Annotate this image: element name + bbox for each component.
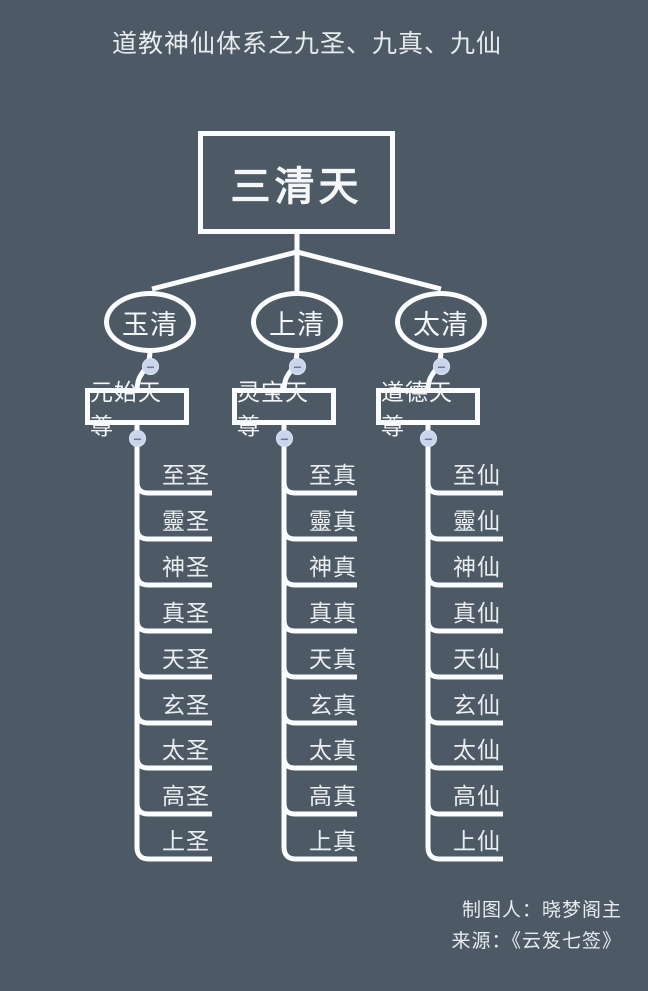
rank-node[interactable]: 靈仙 xyxy=(453,508,501,534)
rank-node[interactable]: 天真 xyxy=(309,646,357,672)
heaven-node-taiqing[interactable]: 太清 xyxy=(395,291,487,353)
rank-node[interactable]: 高圣 xyxy=(162,783,210,809)
credits-source: 来源：《云笈七签》 xyxy=(451,931,622,952)
rank-node[interactable]: 神仙 xyxy=(453,554,501,580)
root-node-sanqingtian[interactable]: 三清天 xyxy=(198,131,395,234)
rank-node[interactable]: 上真 xyxy=(309,828,357,854)
connector-ranks-2 xyxy=(281,425,357,862)
rank-node[interactable]: 真真 xyxy=(309,600,357,626)
rank-node[interactable]: 至仙 xyxy=(453,462,501,488)
rank-node[interactable]: 靈真 xyxy=(309,508,357,534)
rank-node[interactable]: 上圣 xyxy=(162,828,210,854)
collapse-button-yuanshi[interactable]: − xyxy=(129,430,146,447)
rank-node[interactable]: 靈圣 xyxy=(162,508,210,534)
rank-node[interactable]: 太仙 xyxy=(453,737,501,763)
deity-node-yuanshi[interactable]: 元始天尊 xyxy=(85,379,189,439)
connector-ranks-3 xyxy=(425,425,503,862)
rank-node[interactable]: 高真 xyxy=(309,783,357,809)
rank-node[interactable]: 天仙 xyxy=(453,646,501,672)
collapse-button-daode[interactable]: − xyxy=(420,430,437,447)
rank-node[interactable]: 太圣 xyxy=(162,737,210,763)
collapse-button-yuqing[interactable]: − xyxy=(142,358,159,375)
rank-node[interactable]: 玄圣 xyxy=(162,692,210,718)
collapse-button-taiqing[interactable]: − xyxy=(433,358,450,375)
rank-node[interactable]: 玄仙 xyxy=(453,692,501,718)
credits-author: 制图人：晓梦阁主 xyxy=(461,900,622,921)
heaven-node-yuqing[interactable]: 玉清 xyxy=(104,291,196,353)
minus-icon: − xyxy=(133,430,142,447)
rank-node[interactable]: 天圣 xyxy=(162,646,210,672)
minus-icon: − xyxy=(437,358,446,375)
deity-node-lingbao[interactable]: 灵宝天尊 xyxy=(232,379,336,439)
rank-node[interactable]: 神真 xyxy=(309,554,357,580)
minus-icon: − xyxy=(146,358,155,375)
rank-node[interactable]: 真圣 xyxy=(162,600,210,626)
rank-node[interactable]: 上仙 xyxy=(453,828,501,854)
credits-block: 制图人：晓梦阁主 来源：《云笈七签》 xyxy=(451,895,622,957)
collapse-button-shangqing[interactable]: − xyxy=(289,358,306,375)
heaven-node-shangqing[interactable]: 上清 xyxy=(251,291,343,353)
deity-node-daode[interactable]: 道德天尊 xyxy=(376,379,480,439)
rank-node[interactable]: 神圣 xyxy=(162,554,210,580)
connector-root-diagonals xyxy=(151,249,442,292)
rank-node[interactable]: 真仙 xyxy=(453,600,501,626)
connector-ranks-1 xyxy=(134,425,212,862)
minus-icon: − xyxy=(424,430,433,447)
minus-icon: − xyxy=(293,358,302,375)
rank-node[interactable]: 至圣 xyxy=(162,462,210,488)
rank-node[interactable]: 高仙 xyxy=(453,783,501,809)
collapse-button-lingbao[interactable]: − xyxy=(276,430,293,447)
rank-node[interactable]: 太真 xyxy=(309,737,357,763)
page-title: 道教神仙体系之九圣、九真、九仙 xyxy=(111,30,502,58)
rank-node[interactable]: 至真 xyxy=(309,462,357,488)
rank-node[interactable]: 玄真 xyxy=(309,692,357,718)
minus-icon: − xyxy=(280,430,289,447)
